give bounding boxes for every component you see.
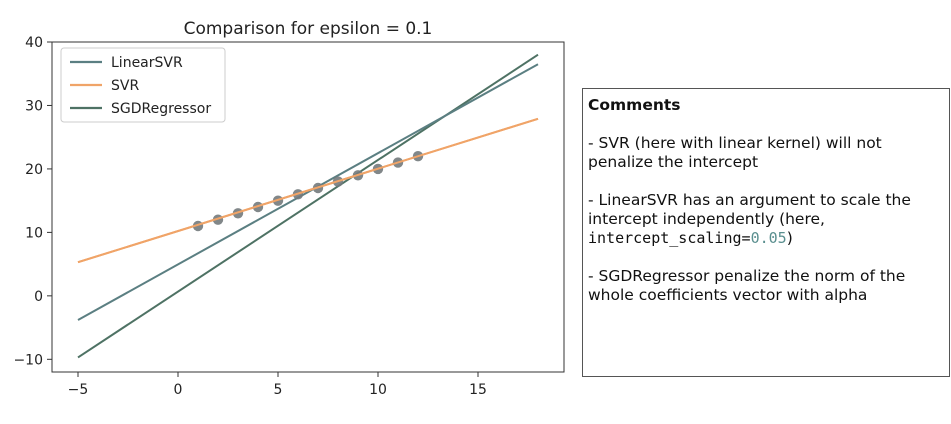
comment-linearsvr: - LinearSVR has an argument to scale the… bbox=[588, 191, 944, 248]
x-tick-label: 10 bbox=[369, 382, 387, 398]
comment-linearsvr-code-value: 0.05 bbox=[750, 229, 787, 247]
y-axis: −10 0 10 20 30 40 bbox=[13, 35, 52, 368]
series-line-sgdregressor bbox=[77, 53, 539, 359]
y-tick-label: 40 bbox=[25, 35, 43, 51]
series-line-svr-overlay bbox=[77, 117, 539, 264]
y-tick-label: 10 bbox=[25, 225, 43, 241]
comments-title: Comments bbox=[588, 96, 681, 114]
x-tick-label: −5 bbox=[68, 382, 89, 398]
x-tick-label: 0 bbox=[174, 382, 183, 398]
comments-box: Comments - SVR (here with linear kernel)… bbox=[582, 88, 950, 377]
legend-label-svr: SVR bbox=[111, 78, 139, 94]
chart-title: Comparison for epsilon = 0.1 bbox=[184, 19, 433, 39]
x-tick-label: 5 bbox=[274, 382, 283, 398]
comment-svr: - SVR (here with linear kernel) will not… bbox=[588, 134, 882, 171]
x-tick-label: 15 bbox=[469, 382, 487, 398]
comment-linearsvr-code-name: intercept_scaling= bbox=[588, 229, 751, 247]
plot-area bbox=[77, 53, 539, 359]
chart: Comparison for epsilon = 0.1 −5 0 5 10 15 −1… bbox=[13, 19, 565, 398]
comment-sgdregressor: - SGDRegressor penalize the norm of the … bbox=[588, 267, 906, 304]
legend-box bbox=[60, 47, 226, 123]
comment-linearsvr-text: - LinearSVR has an argument to scale the… bbox=[588, 191, 911, 228]
y-tick-label: −10 bbox=[13, 352, 43, 368]
legend-label-linearsvr: LinearSVR bbox=[111, 55, 183, 71]
y-tick-label: 20 bbox=[25, 162, 43, 178]
y-tick-label: 30 bbox=[25, 98, 43, 114]
legend: LinearSVR SVR SGDRegressor bbox=[60, 47, 226, 123]
series-line-linearsvr bbox=[77, 63, 539, 321]
legend-label-sgdregressor: SGDRegressor bbox=[111, 101, 211, 117]
x-axis: −5 0 5 10 15 bbox=[68, 372, 487, 398]
axes-frame bbox=[51, 41, 565, 373]
comment-linearsvr-tail: ) bbox=[786, 229, 793, 247]
y-tick-label: 0 bbox=[34, 289, 43, 305]
